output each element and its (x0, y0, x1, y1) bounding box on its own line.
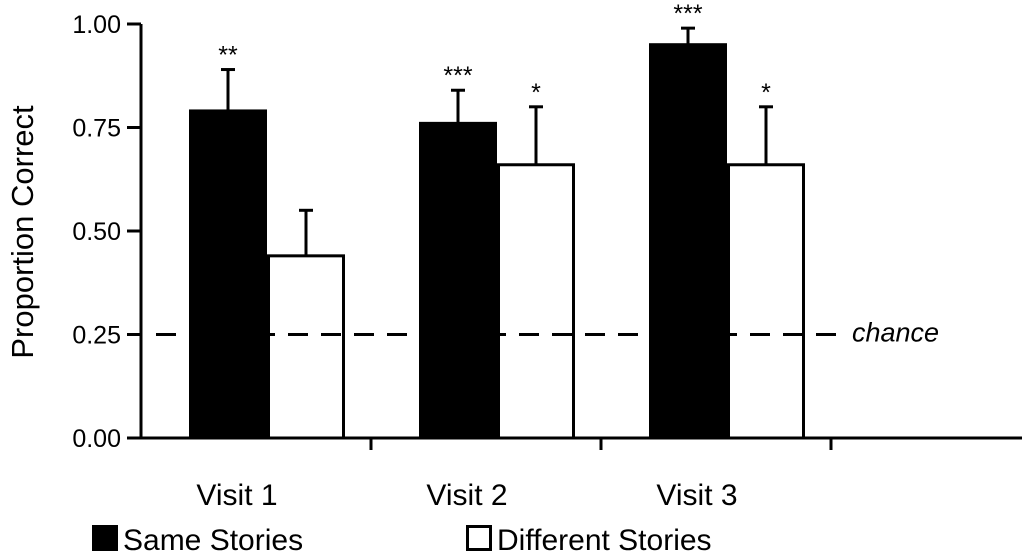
bar-same-stories (649, 43, 727, 440)
legend-swatch (466, 525, 492, 551)
y-tick-label: 0.50 (72, 218, 121, 246)
significance-label: *** (673, 0, 702, 28)
y-tick-label: 0.75 (72, 115, 121, 143)
x-category-label: Visit 2 (426, 479, 507, 512)
bar-different-stories (267, 254, 345, 440)
legend-label: Same Stories (123, 524, 303, 557)
y-axis-label: Proportion Correct (5, 105, 40, 359)
significance-label: *** (443, 62, 472, 90)
y-axis: 0.00 0.25 0.50 0.75 1.00 (72, 11, 143, 453)
chance-label: chance (852, 318, 939, 348)
bar-same-stories (419, 121, 497, 440)
legend-label: Different Stories (497, 524, 712, 557)
x-category-label: Visit 1 (196, 479, 277, 512)
chance-line: chance (156, 318, 939, 348)
legend-swatch (92, 525, 118, 551)
y-tick-label: 0.25 (72, 322, 121, 350)
x-axis: Visit 1 Visit 2 Visit 3 (141, 436, 1022, 512)
bar-different-stories (727, 163, 805, 440)
bar-same-stories (189, 109, 267, 440)
bars: ********** (189, 0, 805, 440)
y-tick-label: 1.00 (72, 11, 121, 39)
y-tick-label: 0.00 (72, 425, 121, 453)
significance-label: * (761, 79, 771, 107)
bar-different-stories (497, 163, 575, 440)
legend: Same Stories Different Stories (92, 524, 712, 557)
significance-label: ** (218, 42, 238, 70)
x-category-label: Visit 3 (656, 479, 737, 512)
significance-label: * (531, 79, 541, 107)
